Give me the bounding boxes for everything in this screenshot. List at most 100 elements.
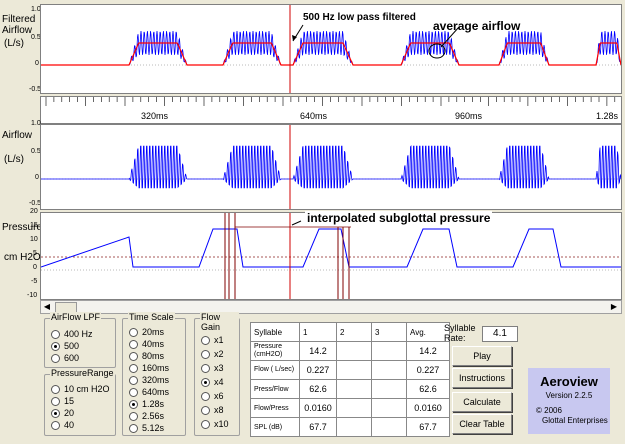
radio-ts-320ms[interactable]: 320ms bbox=[129, 375, 169, 385]
radio-lpf-400[interactable]: 400 Hz bbox=[51, 329, 93, 339]
time-tick-label: 960ms bbox=[455, 111, 483, 121]
radio-fg-x8[interactable]: x8 bbox=[201, 405, 224, 415]
filtered-airflow-label-2: Airflow bbox=[2, 25, 33, 36]
airflow-label: Airflow bbox=[2, 130, 33, 141]
airflow-lpf-group: AirFlow LPF 400 Hz 500 600 bbox=[44, 312, 116, 368]
radio-ts-640ms[interactable]: 640ms bbox=[129, 387, 169, 397]
radio-icon bbox=[129, 351, 138, 361]
radio-icon bbox=[129, 411, 138, 421]
tick-label: -0.5 bbox=[29, 86, 42, 93]
row-label: SPL (dB) bbox=[250, 417, 300, 437]
radio-fg-x6[interactable]: x6 bbox=[201, 391, 224, 401]
radio-selected-icon bbox=[201, 377, 210, 387]
filtered-airflow-label: Filtered bbox=[2, 14, 36, 25]
radio-icon bbox=[51, 384, 60, 394]
time-axis-svg bbox=[45, 97, 616, 106]
filtered-airflow-unit: (L/s) bbox=[4, 38, 24, 49]
app-name: Aeroview bbox=[540, 374, 598, 389]
radio-ts-40ms[interactable]: 40ms bbox=[129, 339, 164, 349]
radio-selected-icon bbox=[51, 408, 60, 418]
radio-icon bbox=[129, 375, 138, 385]
time-axis-panel[interactable]: 320ms 640ms 960ms 1.28s bbox=[40, 96, 622, 124]
radio-prange-40[interactable]: 40 bbox=[51, 420, 74, 430]
filtered-airflow-plot[interactable]: 500 Hz low pass filtered average airflow bbox=[40, 4, 622, 94]
table-header-row: Syllable 1 2 3 Avg. bbox=[250, 322, 450, 342]
radio-fg-x3[interactable]: x3 bbox=[201, 363, 224, 373]
radio-selected-icon bbox=[51, 341, 60, 351]
flow-gain-title: Flow Gain bbox=[200, 312, 239, 332]
clear-table-button[interactable]: Clear Table bbox=[452, 414, 512, 434]
tick-label: 5 bbox=[33, 250, 37, 257]
cell-empty bbox=[336, 360, 372, 380]
pressure-range-title: PressureRange bbox=[50, 368, 115, 378]
annotation-arrow bbox=[291, 220, 302, 226]
cell-empty bbox=[336, 341, 372, 361]
row-label: Flow/Press bbox=[250, 398, 300, 418]
radio-fg-x4[interactable]: x4 bbox=[201, 377, 224, 387]
tick-label: 10 bbox=[30, 236, 38, 243]
radio-ts-160ms[interactable]: 160ms bbox=[129, 363, 169, 373]
company: Glottal Enterprises bbox=[542, 416, 608, 425]
radio-ts-2.56s[interactable]: 2.56s bbox=[129, 411, 164, 421]
radio-icon bbox=[201, 391, 210, 401]
cell-value: 14.2 bbox=[299, 341, 337, 361]
airflow-plot[interactable] bbox=[40, 124, 622, 210]
calculate-button[interactable]: Calculate bbox=[452, 392, 512, 412]
row-label: Pressure (cmH2O) bbox=[250, 341, 300, 361]
radio-fg-x1[interactable]: x1 bbox=[201, 335, 224, 345]
tick-label: 15 bbox=[30, 222, 38, 229]
radio-ts-80ms[interactable]: 80ms bbox=[129, 351, 164, 361]
pressure-svg bbox=[41, 213, 621, 299]
radio-prange-20[interactable]: 20 bbox=[51, 408, 74, 418]
time-tick-label: 640ms bbox=[300, 111, 328, 121]
radio-icon bbox=[51, 353, 60, 363]
scroll-right-icon[interactable]: ▶ bbox=[610, 302, 618, 311]
radio-icon bbox=[201, 419, 210, 429]
radio-icon bbox=[201, 405, 210, 415]
radio-icon bbox=[51, 396, 60, 406]
radio-icon bbox=[201, 335, 210, 345]
radio-icon bbox=[129, 327, 138, 337]
tick-label: -0.5 bbox=[29, 200, 42, 207]
table-row: Pressure (cmH2O) 14.2 14.2 bbox=[250, 341, 450, 361]
radio-lpf-600[interactable]: 600 bbox=[51, 353, 79, 363]
radio-ts-20ms[interactable]: 20ms bbox=[129, 327, 164, 337]
annotation-arrow bbox=[440, 26, 460, 48]
radio-fg-x2[interactable]: x2 bbox=[201, 349, 224, 359]
cell-avg: 62.6 bbox=[406, 379, 450, 399]
cell-empty bbox=[371, 417, 407, 437]
radio-ts-5.12s[interactable]: 5.12s bbox=[129, 423, 164, 433]
cell-value: 62.6 bbox=[299, 379, 337, 399]
syllable-rate-label: Syllable Rate: bbox=[444, 323, 476, 343]
instructions-button[interactable]: Instructions bbox=[452, 368, 512, 388]
tick-label: 20 bbox=[30, 208, 38, 215]
radio-selected-icon bbox=[129, 399, 138, 409]
syllable-rate-input[interactable]: 4.1 bbox=[482, 326, 518, 342]
play-button[interactable]: Play bbox=[452, 346, 512, 366]
table-row: SPL (dB) 67.7 67.7 bbox=[250, 417, 450, 437]
filtered-airflow-svg bbox=[41, 5, 621, 93]
radio-fg-x10[interactable]: x10 bbox=[201, 419, 229, 429]
tick-label: 1.0 bbox=[31, 120, 41, 127]
cell-avg: 0.0160 bbox=[406, 398, 450, 418]
cell-avg: 14.2 bbox=[406, 341, 450, 361]
radio-icon bbox=[51, 420, 60, 430]
table-header: 2 bbox=[336, 322, 372, 342]
app-version: Version 2.2.5 bbox=[545, 391, 593, 400]
radio-ts-1.28s[interactable]: 1.28s bbox=[129, 399, 164, 409]
table-header: 3 bbox=[371, 322, 407, 342]
results-table: Syllable 1 2 3 Avg. Pressure (cmH2O) 14.… bbox=[250, 322, 450, 437]
pressure-plot[interactable]: interpolated subglottal pressure bbox=[40, 211, 622, 300]
row-label: Flow ( L/sec) bbox=[250, 360, 300, 380]
tick-label: -5 bbox=[31, 278, 38, 285]
pressure-trace bbox=[41, 228, 621, 268]
radio-icon bbox=[129, 339, 138, 349]
radio-lpf-500[interactable]: 500 bbox=[51, 341, 79, 351]
cell-avg: 0.227 bbox=[406, 360, 450, 380]
cell-empty bbox=[371, 379, 407, 399]
radio-prange-15[interactable]: 15 bbox=[51, 396, 74, 406]
horizontal-scrollbar[interactable]: ◀ ▶ bbox=[40, 300, 622, 314]
radio-prange-10[interactable]: 10 cm H2O bbox=[51, 384, 110, 394]
results-table-wrap: Syllable 1 2 3 Avg. Pressure (cmH2O) 14.… bbox=[250, 322, 450, 437]
scroll-left-icon[interactable]: ◀ bbox=[43, 302, 51, 311]
